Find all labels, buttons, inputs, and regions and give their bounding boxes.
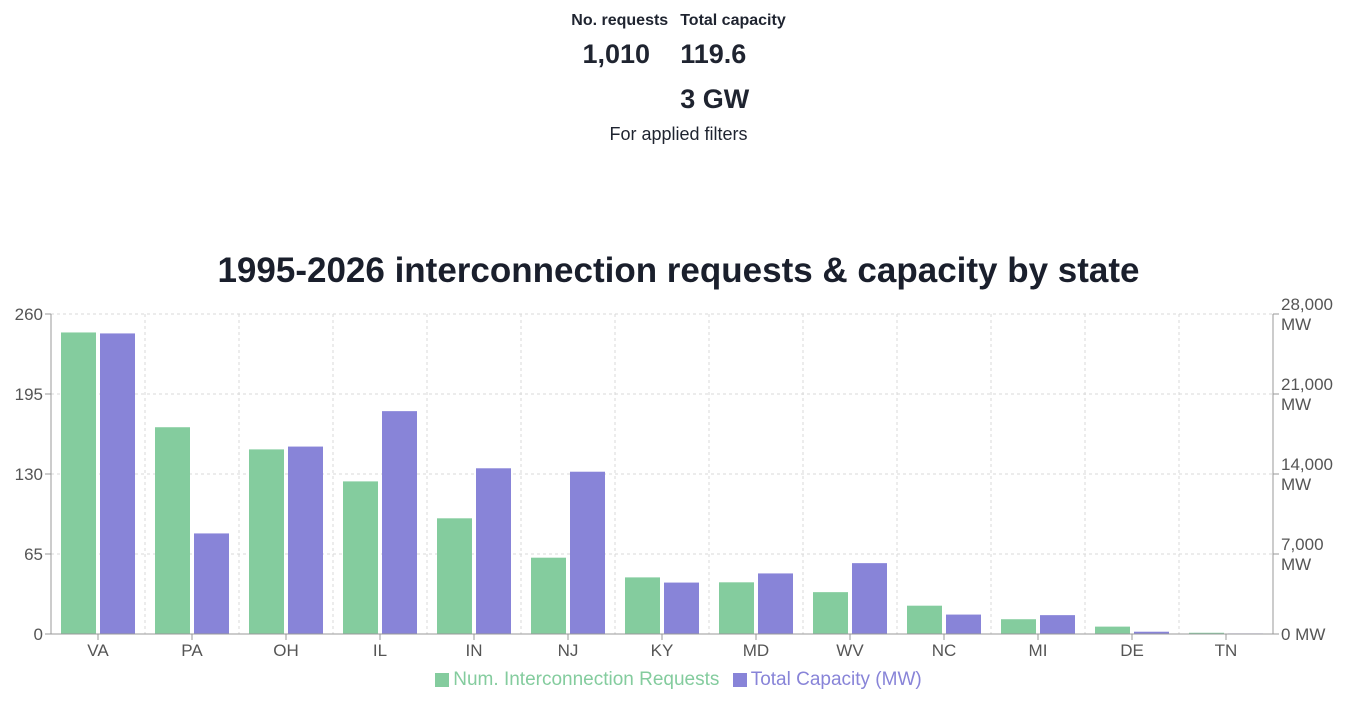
chart-legend: Num. Interconnection Requests Total Capa… [0, 669, 1357, 693]
bar-requests-nc [907, 605, 942, 634]
x-tick-in: IN [466, 641, 483, 660]
right-tick-3: 21,000 MW [1281, 375, 1333, 414]
x-tick-mi: MI [1029, 641, 1048, 660]
legend-swatch-capacity [732, 673, 747, 687]
summary-panel: No. requests 1,010 Total capacity 119.63… [0, 10, 1357, 145]
bar-capacity-wv [852, 563, 887, 634]
filters-note: For applied filters [609, 124, 748, 144]
bar-requests-oh [249, 449, 284, 634]
right-tick-1: 7,000 MW [1281, 535, 1324, 574]
requests-value: 1,010 [582, 39, 651, 69]
x-tick-md: MD [743, 641, 769, 660]
legend-label-requests: Num. Interconnection Requests [453, 669, 720, 690]
capacity-value: 119.63 GW [680, 39, 750, 114]
requests-kpi: No. requests 1,010 [571, 10, 668, 122]
x-tick-il: IL [373, 641, 387, 660]
legend-swatch-requests [435, 673, 450, 687]
bar-capacity-ky [664, 582, 699, 634]
bar-capacity-oh [288, 446, 323, 634]
capacity-kpi: Total capacity 119.63 GW [680, 10, 786, 122]
bar-requests-ky [625, 577, 660, 634]
right-tick-4: 28,000 MW [1281, 295, 1333, 334]
x-tick-ky: KY [651, 641, 674, 660]
x-tick-pa: PA [181, 641, 203, 660]
legend-label-capacity: Total Capacity (MW) [750, 669, 922, 690]
chart-title: 1995-2026 interconnection requests & cap… [217, 251, 1140, 290]
right-tick-2: 14,000 MW [1281, 455, 1333, 494]
left-tick-3: 195 [15, 385, 43, 404]
bar-requests-pa [155, 427, 190, 634]
x-tick-va: VA [87, 641, 109, 660]
x-tick-tn: TN [1215, 641, 1238, 660]
x-tick-nc: NC [932, 641, 957, 660]
bar-capacity-nc [946, 614, 981, 634]
legend-item-requests[interactable]: Num. Interconnection Requests [435, 669, 719, 691]
bar-capacity-pa [194, 533, 229, 634]
bar-capacity-in [476, 468, 511, 634]
bar-requests-de [1095, 626, 1130, 634]
left-tick-2: 130 [15, 465, 43, 484]
requests-label: No. requests [571, 12, 669, 29]
bar-capacity-nj [570, 471, 605, 634]
bar-requests-md [719, 582, 754, 634]
bar-capacity-mi [1040, 615, 1075, 634]
bar-requests-va [61, 332, 96, 634]
x-tick-nj: NJ [558, 641, 579, 660]
bar-requests-il [343, 481, 378, 634]
left-tick-0: 0 [34, 625, 43, 644]
bar-capacity-de [1134, 631, 1169, 634]
x-tick-de: DE [1120, 641, 1144, 660]
bar-requests-in [437, 518, 472, 634]
x-tick-oh: OH [273, 641, 299, 660]
left-tick-4: 260 [15, 305, 43, 324]
right-tick-0: 0 MW [1281, 625, 1325, 644]
left-tick-1: 65 [24, 545, 43, 564]
bar-capacity-md [758, 573, 793, 634]
bar-requests-wv [813, 592, 848, 634]
x-tick-wv: WV [836, 641, 864, 660]
bar-requests-tn [1189, 632, 1224, 634]
legend-item-capacity[interactable]: Total Capacity (MW) [732, 669, 922, 691]
bar-capacity-va [100, 333, 135, 634]
bar-capacity-il [382, 411, 417, 634]
bar-requests-nj [531, 557, 566, 634]
bar-requests-mi [1001, 619, 1036, 634]
capacity-label: Total capacity [680, 12, 786, 29]
